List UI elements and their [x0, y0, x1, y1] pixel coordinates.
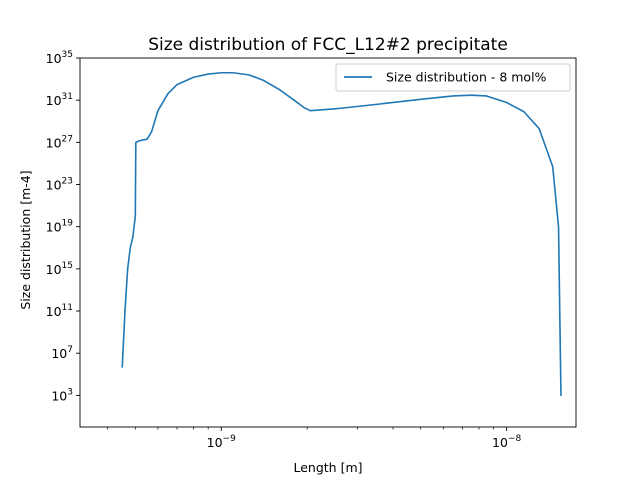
y-tick-label: 1031 — [46, 92, 73, 108]
x-axis-label: Length [m] — [293, 460, 362, 475]
plot-area: 10−9 10−8 103 107 1011 1015 1019 1023 1027 1031 10… — [46, 50, 577, 450]
y-tick-label: 1011 — [46, 303, 73, 319]
y-tick-label: 107 — [51, 345, 73, 361]
legend: Size distribution - 8 mol% — [335, 63, 571, 92]
y-tick-label: 1019 — [46, 219, 74, 235]
x-tick-label: 10−8 — [492, 434, 521, 450]
chart-title: Size distribution of FCC_L12#2 precipita… — [148, 35, 508, 55]
plot-frame — [79, 57, 577, 428]
y-tick-label: 1023 — [46, 177, 73, 193]
y-tick-label: 1027 — [46, 134, 73, 150]
x-tick-label: 10−9 — [207, 434, 236, 450]
y-tick-label: 1035 — [46, 50, 73, 66]
legend-label: Size distribution - 8 mol% — [386, 70, 547, 85]
series-line — [121, 71, 562, 397]
y-tick-label: 103 — [51, 387, 73, 403]
legend-box — [335, 63, 571, 92]
y-tick-label: 1015 — [46, 261, 73, 277]
y-axis-label: Size distribution [m-4] — [18, 170, 33, 309]
